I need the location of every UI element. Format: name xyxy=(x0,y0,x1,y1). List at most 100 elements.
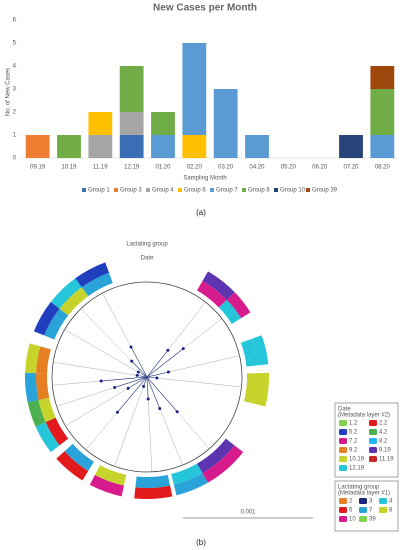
legend-swatch xyxy=(274,188,278,192)
tree-node xyxy=(158,407,162,411)
legend-subtitle: (Metadata layer #1) xyxy=(338,491,390,497)
tree-branch xyxy=(168,355,240,373)
tree-node xyxy=(146,397,150,401)
x-tick-label: 09.19 xyxy=(30,165,46,171)
tree-branch xyxy=(138,371,148,378)
ring-segment xyxy=(33,301,60,336)
legend-label: 12.19 xyxy=(349,466,365,472)
ring-segment xyxy=(81,272,113,297)
x-tick-label: 03.20 xyxy=(218,165,234,171)
tree-node xyxy=(129,345,133,349)
y-tick-label: 2 xyxy=(13,110,17,116)
legend-label: 6 xyxy=(349,508,353,514)
scale-label: 0.001 xyxy=(240,510,256,516)
ring-segment xyxy=(197,280,227,308)
ring-segment xyxy=(173,473,208,496)
tree-node xyxy=(99,379,103,383)
bar-segment xyxy=(370,89,395,135)
legend-label: 10.19 xyxy=(349,457,365,463)
chart-title: New Cases per Month xyxy=(153,3,257,14)
phylogenetic-tree: Lactating group Date 0.001 Date(Metadata… xyxy=(25,242,399,532)
ring-segment xyxy=(171,463,203,485)
bar-segment xyxy=(339,135,363,158)
tree-branch xyxy=(102,293,132,348)
legend-swatch xyxy=(339,438,347,444)
legend-swatch xyxy=(339,498,347,504)
legend-swatch xyxy=(359,507,367,513)
tree-node xyxy=(130,359,134,363)
y-axis-label: No. of New Cases xyxy=(6,68,12,116)
tree-branch xyxy=(146,376,161,409)
legend-label: 7.2 xyxy=(349,439,358,445)
y-tick-label: 0 xyxy=(13,156,17,162)
x-tick-label: 07.20 xyxy=(343,165,359,171)
ring-segment xyxy=(202,445,244,483)
tree-branch xyxy=(146,376,149,399)
legend-swatch xyxy=(359,498,367,504)
legend-label: 8 xyxy=(389,508,393,514)
tree-branch xyxy=(146,376,178,412)
legend-swatch xyxy=(359,516,367,522)
ring-segment xyxy=(202,271,235,300)
ring-segment xyxy=(89,475,124,497)
tree-node xyxy=(136,370,140,374)
x-axis-label: Sampling Month xyxy=(183,176,226,182)
x-tick-label: 12.19 xyxy=(124,165,140,171)
legend-label: 9.2 xyxy=(349,448,358,454)
legend-title: Lactating group xyxy=(338,485,380,491)
legend-label: Group 3 xyxy=(120,188,142,194)
tree-branch xyxy=(101,376,148,382)
legend-swatch xyxy=(82,188,86,192)
tree-branch xyxy=(52,380,102,386)
tree-branch xyxy=(167,301,206,351)
legend-swatch xyxy=(369,456,377,462)
panel-label: (a) xyxy=(196,208,206,217)
legend-swatch xyxy=(339,456,347,462)
legend-label: 9.19 xyxy=(379,448,391,454)
tree-branch xyxy=(80,308,132,362)
legend-label: 1.2 xyxy=(349,421,358,427)
tree-branch xyxy=(53,361,138,376)
tree-branch xyxy=(156,377,242,388)
tree-node xyxy=(142,384,146,388)
ring-segment xyxy=(94,465,127,486)
bar-segment xyxy=(213,89,238,158)
ring-segment xyxy=(75,262,110,288)
ring-segment xyxy=(50,278,82,309)
legend-swatch xyxy=(339,447,347,453)
legend-label: 2.2 xyxy=(379,421,388,427)
ring-segment xyxy=(25,343,41,374)
tree-node xyxy=(166,370,170,374)
ring-segment xyxy=(134,485,173,499)
panel-label: (b) xyxy=(196,538,206,547)
ring-segment xyxy=(27,400,46,427)
bar-segment xyxy=(245,135,269,158)
bar-segment xyxy=(151,112,175,135)
tree-node xyxy=(113,386,117,390)
ring-segment xyxy=(240,339,258,367)
legend-label: 7 xyxy=(369,508,373,514)
tree-branch xyxy=(146,349,169,378)
legend-swatch xyxy=(210,188,214,192)
ring-segment xyxy=(56,451,89,481)
y-tick-label: 1 xyxy=(13,133,17,139)
x-tick-label: 11.19 xyxy=(93,165,108,171)
legend-label: 4.2 xyxy=(379,430,388,436)
tree-node xyxy=(181,347,185,351)
legend-label: 2 xyxy=(349,499,353,505)
legend-swatch xyxy=(339,429,347,435)
ring-segment xyxy=(59,287,89,316)
x-tick-label: 06.20 xyxy=(312,165,328,171)
legend-swatch xyxy=(146,188,150,192)
tree-circle xyxy=(51,281,243,473)
legend-label: Group 7 xyxy=(216,188,238,194)
ring-segment xyxy=(45,417,69,446)
legend-swatch xyxy=(369,447,377,453)
legend-label: Group 6 xyxy=(184,188,206,194)
ring-segment xyxy=(135,474,171,489)
tree-node xyxy=(126,386,130,390)
legend-swatch xyxy=(242,188,246,192)
tree-branch xyxy=(143,376,148,387)
legend-swatch xyxy=(339,507,347,513)
